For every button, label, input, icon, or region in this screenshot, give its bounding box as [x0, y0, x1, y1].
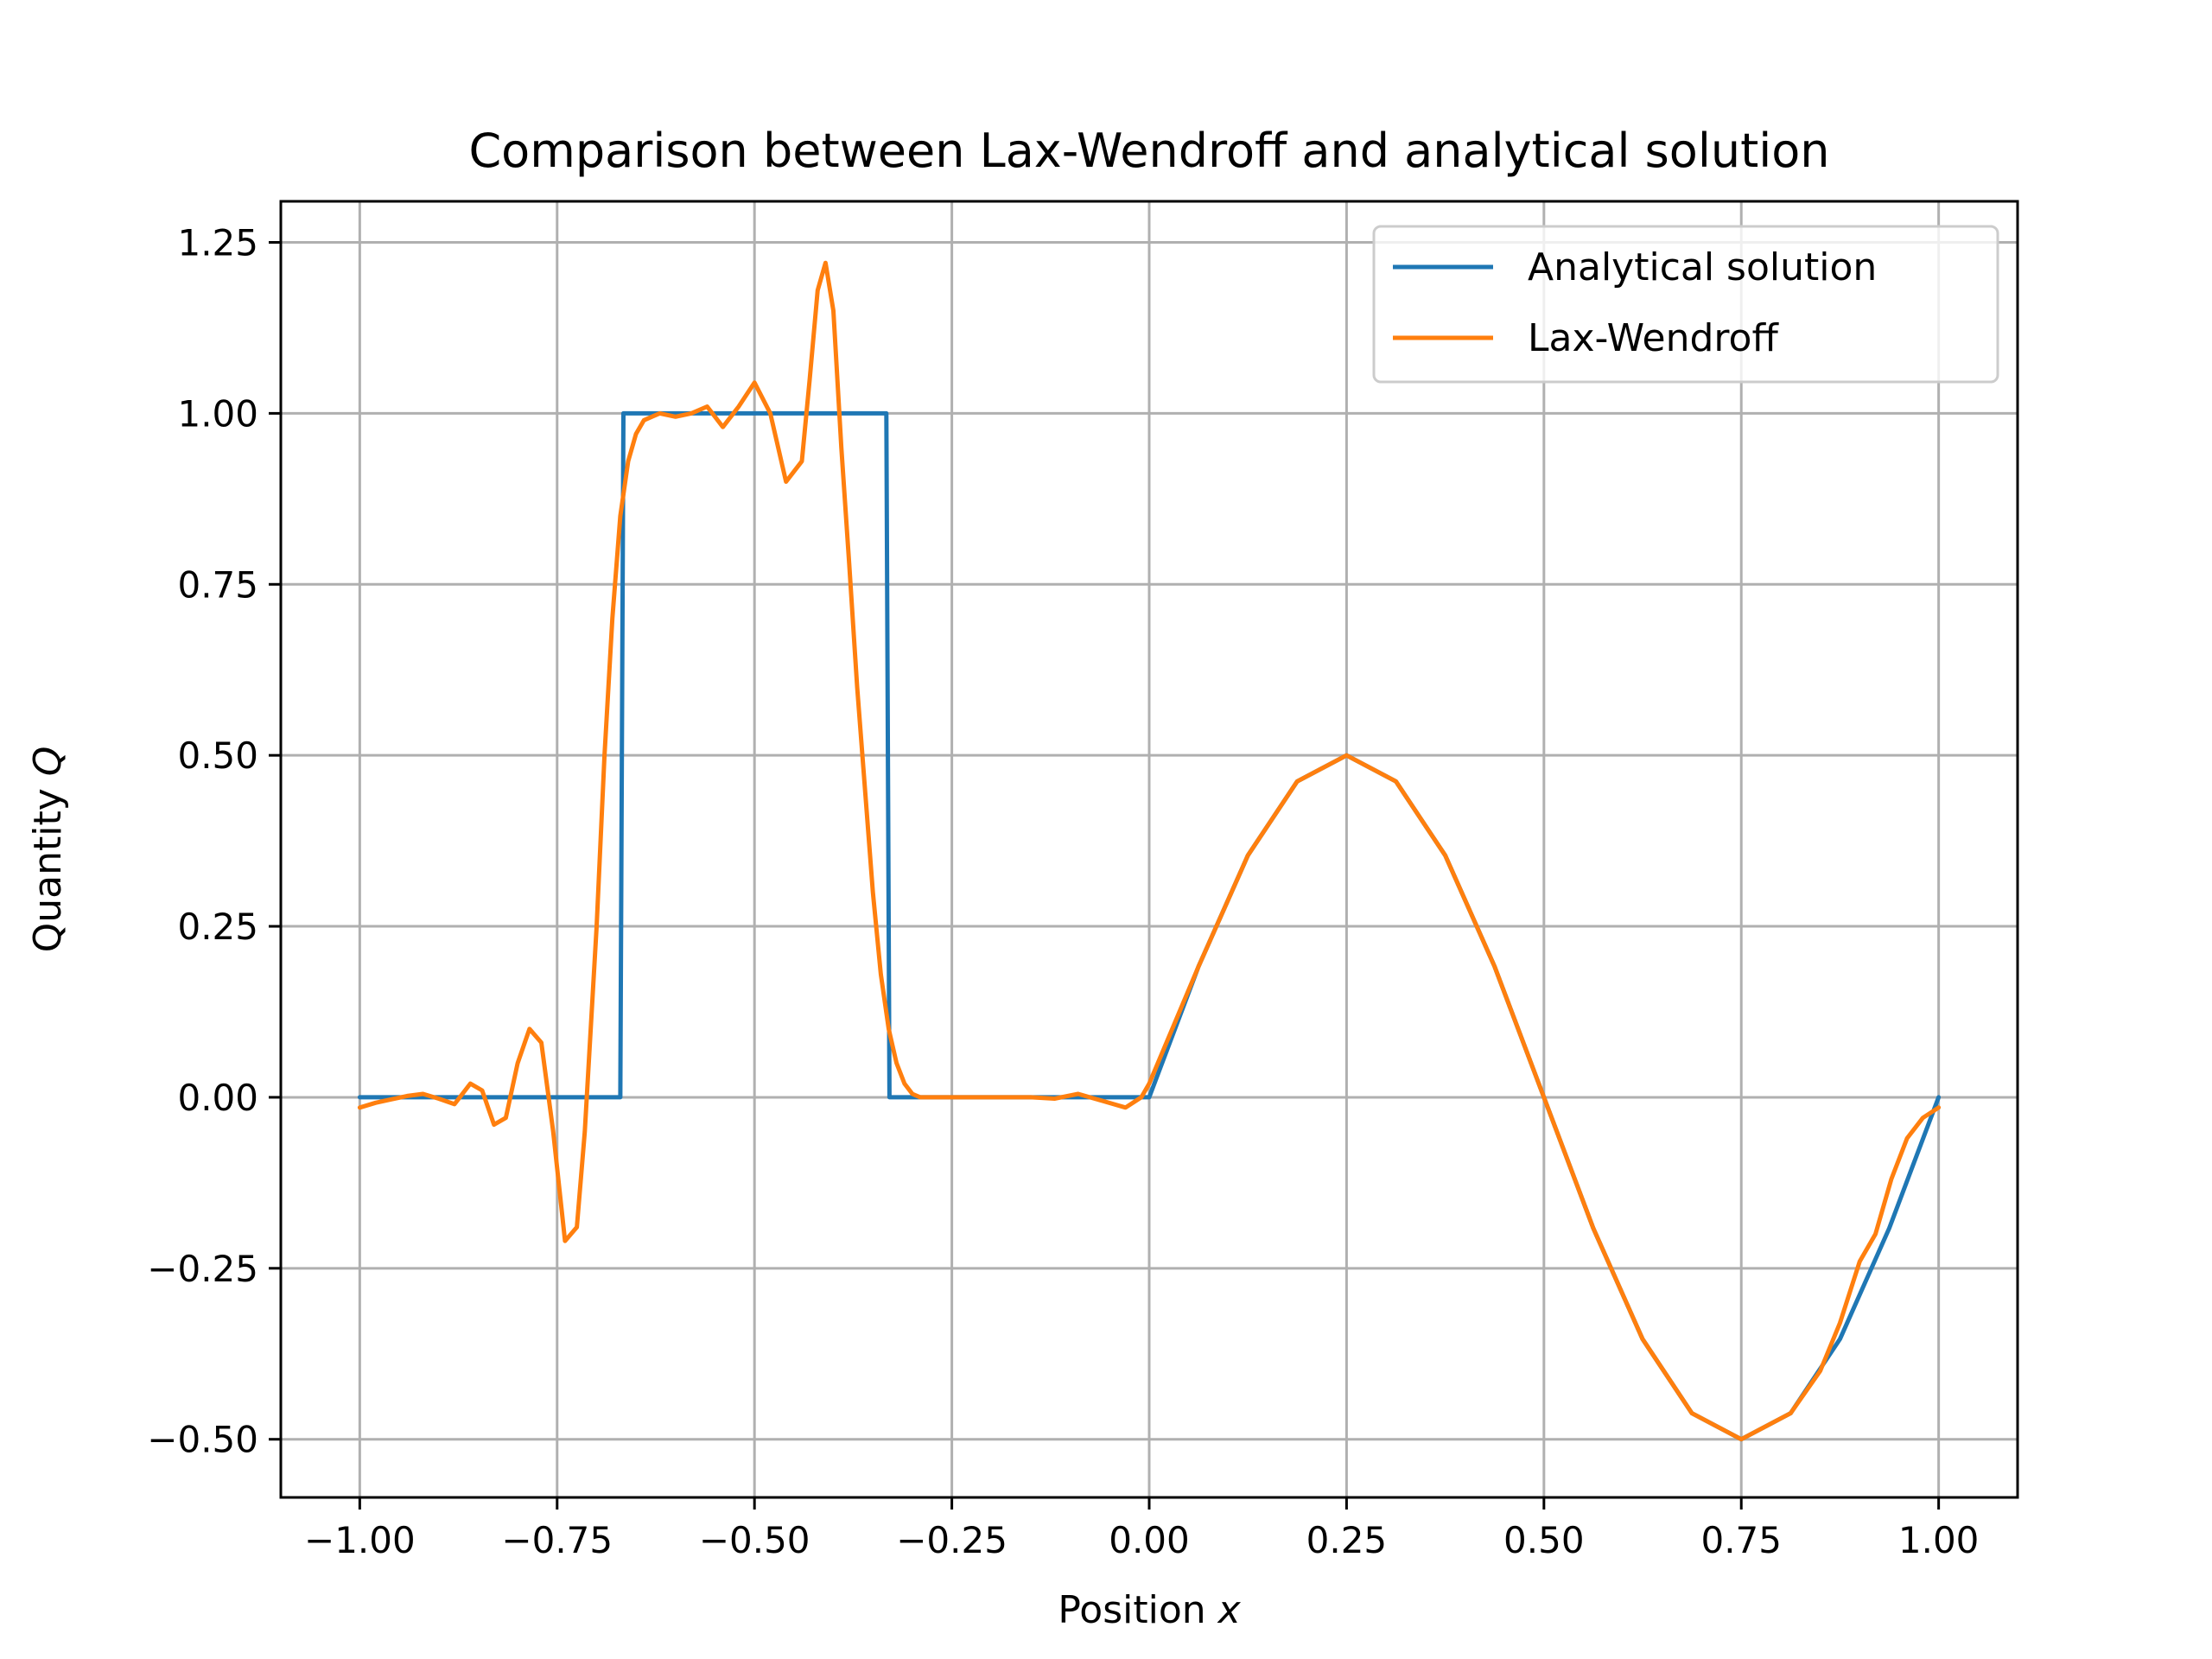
legend-box	[1372, 225, 1999, 384]
y-tick-label: −0.25	[147, 1248, 258, 1290]
y-tick-label: 1.00	[177, 392, 258, 435]
y-tick-label: 1.25	[177, 221, 258, 264]
ticks: −1.00 −0.75 −0.50 −0.25 0.00 0.25 0.50 0.75 1.00…	[147, 221, 1979, 1561]
x-tick-label: −0.50	[699, 1519, 810, 1561]
x-tick-label: −1.00	[304, 1519, 416, 1561]
x-tick-label: −0.75	[501, 1519, 613, 1561]
y-axis-label-text: Quantity	[26, 776, 70, 952]
x-axis-label-var: x	[1217, 1588, 1242, 1632]
y-tick-label: 0.75	[177, 563, 258, 606]
x-tick-label: 0.50	[1503, 1519, 1585, 1561]
x-tick-label: 1.00	[1898, 1519, 1980, 1561]
y-tick-label: −0.50	[147, 1419, 258, 1461]
legend-label-lax-wendroff: Lax-Wendroff	[1528, 316, 1779, 360]
y-axis-label: Quantity Q	[26, 747, 70, 953]
y-tick-label: 0.00	[177, 1077, 258, 1119]
y-tick-label: 0.50	[177, 734, 258, 777]
x-axis-label-text: Position	[1058, 1588, 1217, 1632]
series-layer	[357, 260, 1942, 1442]
legend: Analytical solution Lax-Wendroff	[1372, 225, 1999, 384]
series-line-lax-wendroff	[357, 260, 1942, 1442]
y-tick-label: 0.25	[177, 906, 258, 948]
y-axis-label-var: Q	[26, 747, 70, 777]
x-tick-label: 0.00	[1109, 1519, 1190, 1561]
x-tick-label: 0.25	[1306, 1519, 1388, 1561]
legend-label-analytical: Analytical solution	[1528, 245, 1877, 289]
x-tick-label: −0.25	[896, 1519, 1007, 1561]
chart-title: Comparison between Lax-Wendroff and anal…	[468, 124, 1829, 178]
x-axis-label: Position x	[1058, 1588, 1241, 1632]
x-tick-label: 0.75	[1700, 1519, 1782, 1561]
grid	[281, 201, 2018, 1497]
